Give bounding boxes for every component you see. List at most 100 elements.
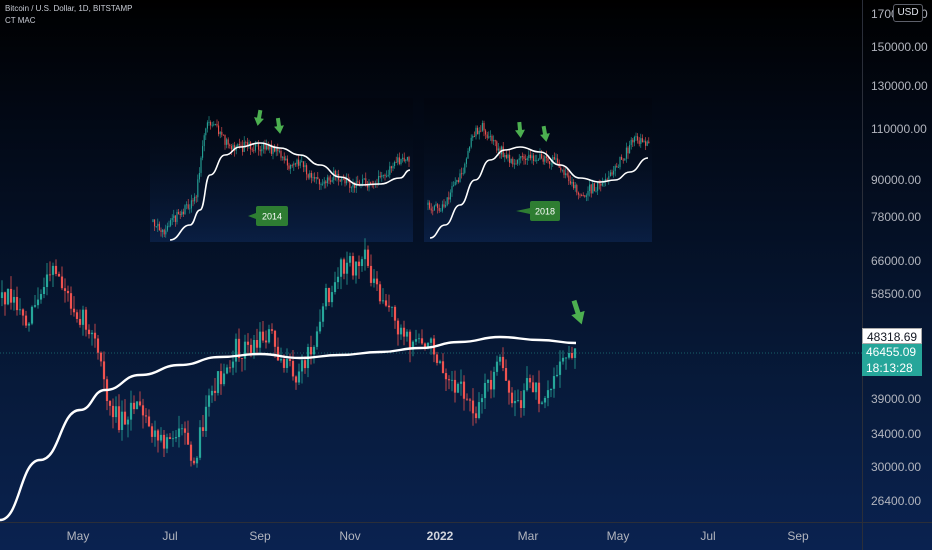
inset-2018-candle-body [541, 153, 543, 159]
inset-2018-candle-body [453, 185, 455, 187]
candle-body [456, 383, 460, 393]
arrow-2018-b-icon [540, 125, 550, 142]
inset-2014-candle-body [298, 159, 300, 166]
candle-body [168, 437, 172, 440]
inset-2018-candle-body [590, 184, 592, 194]
inset-2014-candle-body [197, 179, 199, 198]
candle-body [252, 339, 256, 354]
candle-body [96, 338, 100, 353]
candle-body [372, 278, 376, 283]
candle-body [6, 288, 10, 305]
inset-2014-candle-body [370, 182, 372, 185]
price-axis[interactable]: 170000.00 150000.00 130000.00 110000.00 … [871, 7, 928, 508]
inset-2014-candle-body [229, 144, 231, 147]
candle-body [495, 361, 499, 372]
inset-2018-candle-body [465, 158, 467, 164]
time-tick: Mar [518, 529, 539, 543]
inset-2018-candle-body [454, 181, 456, 186]
inset-2018-candle-body [549, 161, 551, 165]
time-axis[interactable]: May Jul Sep Nov 2022 Mar May Jul Sep [67, 529, 809, 543]
inset-2018-candle-body [515, 163, 517, 165]
inset-2018-candle-body [427, 202, 429, 205]
inset-2018-candle-body [531, 155, 533, 159]
inset-2014-candle-body [259, 149, 261, 152]
candle-body [561, 357, 565, 362]
inset-2018-candle-body [486, 134, 488, 138]
candle-body [468, 399, 472, 401]
inset-2018-candle-body [608, 176, 610, 180]
candle-body [120, 411, 124, 431]
candle-body [30, 306, 34, 324]
currency-button[interactable]: USD [893, 4, 923, 22]
inset-2014-candle-body [189, 208, 191, 210]
inset-2014-candle-body [222, 134, 224, 136]
inset-2014-candle-body [278, 150, 280, 152]
inset-2014-candle-body [362, 179, 364, 184]
indicator-label[interactable]: CT MAC [5, 16, 36, 25]
candle-body [309, 347, 313, 355]
inset-2014-candle-body [171, 217, 173, 221]
inset-2014-candle-body [264, 143, 266, 150]
candle-body [420, 338, 424, 344]
candle-body [198, 427, 202, 458]
candle-body [516, 400, 520, 402]
inset-2014-candle-body [232, 145, 234, 150]
candle-body [378, 284, 382, 302]
inset-2018-candle-body [505, 154, 507, 159]
inset-2014-candle-body [354, 184, 356, 189]
inset-2018-candle-body [430, 208, 432, 211]
inset-2018-candle-body [574, 185, 576, 189]
inset-2018-candle-body [491, 135, 493, 142]
candle-body [333, 282, 337, 293]
inset-2014-candle-body [224, 135, 226, 145]
candle-body [63, 288, 67, 291]
candle-body [264, 340, 268, 343]
inset-2014-candle-body [285, 158, 287, 161]
inset-2018-candle-body [632, 139, 634, 143]
inset-2014-candle-body [277, 148, 279, 152]
inset-2018-candle-body [510, 158, 512, 163]
candle-body [330, 292, 334, 303]
candle-body [465, 398, 469, 400]
candle-body [360, 259, 364, 267]
inset-2018-candle-body [624, 158, 626, 161]
candle-body [384, 300, 388, 306]
candle-body [240, 358, 244, 359]
inset-2014-candle-body [349, 180, 351, 188]
inset-2018-candle-body [568, 175, 570, 182]
candle-body [549, 388, 553, 391]
inset-2018-candle-body [542, 158, 544, 162]
candle-body [462, 381, 466, 399]
candle-body [492, 371, 496, 390]
candle-body [150, 426, 154, 437]
candle-body [339, 259, 343, 277]
inset-2014-candle-body [341, 176, 343, 182]
inset-2014-candle-body [206, 122, 208, 129]
inset-2014-candle-body [346, 179, 348, 184]
inset-2018-candle-body [629, 144, 631, 154]
candle-body [354, 261, 358, 276]
inset-2018-candle-body [483, 123, 485, 131]
candle-body [141, 405, 145, 416]
candle-body [267, 329, 271, 343]
inset-2018-candle-body [456, 180, 458, 182]
inset-2018-candle-body [555, 158, 557, 160]
candle-body [201, 427, 205, 431]
inset-2018-candle-body [493, 140, 495, 142]
arrow-current-icon [571, 299, 585, 325]
inset-2014-candle-body [274, 145, 276, 152]
candle-body [363, 249, 367, 260]
inset-2014-candle-body [261, 149, 263, 152]
inset-2014-candle-body [306, 165, 308, 175]
inset-2014-candle-body [194, 196, 196, 202]
candlestick-series [0, 238, 577, 468]
time-tick: 2022 [427, 529, 454, 543]
inset-2014-candle-body [266, 145, 268, 150]
inset-2014-candle-body [365, 178, 367, 185]
inset-2014-candle-body [403, 157, 405, 162]
candle-body [504, 368, 508, 381]
inset-2018-candle-body [475, 127, 477, 137]
candle-body [111, 405, 115, 418]
inset-2014-candle-body [253, 150, 255, 152]
